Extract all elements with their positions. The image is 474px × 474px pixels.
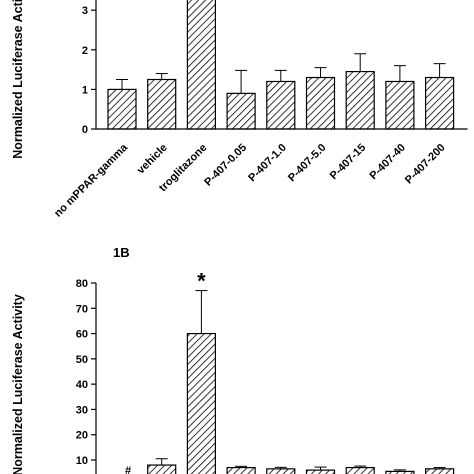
category-label: P-407-1.0 [246, 142, 289, 185]
chart-1b: 1B Normalized Luciferase Activity 10 20 30… [11, 245, 455, 474]
bar-vehicle [147, 78, 177, 130]
bar-p-407-5-0 [305, 76, 336, 130]
y-tick-label: 1 [82, 84, 88, 96]
chart-1a: Normalized Luciferase Activity 0 1 2 3 no m… [11, 0, 468, 220]
bar-1b-8 [425, 468, 455, 474]
y-tick-label: 40 [76, 379, 88, 391]
error-bars-1b [155, 290, 446, 472]
hash-marker: # [125, 465, 131, 474]
bar-p-407-15 [345, 70, 375, 130]
y-tick-label: 80 [76, 278, 88, 290]
bar-p-407-40 [385, 80, 415, 130]
bar-1b-6 [345, 466, 375, 474]
y-tick-label: 3 [82, 5, 88, 17]
bar-1b-5 [305, 469, 336, 474]
annotations-1b: #* [125, 269, 206, 474]
bar-1b-2 [186, 332, 216, 474]
category-label: no mPPAR-gamma [52, 141, 131, 220]
y-tick-label: 20 [76, 430, 88, 442]
y-tick-label: 2 [82, 45, 88, 57]
y-axis-ticks-1a: 0 1 2 3 [82, 5, 96, 136]
bar-p-407-200 [425, 76, 455, 130]
y-tick-label: 10 [76, 455, 88, 467]
category-label: P-407-15 [328, 142, 368, 182]
y-tick-label: 30 [76, 404, 88, 416]
bar-1b-4 [266, 468, 296, 474]
y-axis-ticks-1b: 10 20 30 40 50 60 70 80 [76, 278, 96, 467]
category-label: P-407-0.05 [202, 142, 249, 189]
y-axis-title-1b: Normalized Luciferase Activity [11, 294, 25, 474]
bar-no-mppar-gamma [107, 88, 137, 130]
category-label: P-407-5.0 [286, 142, 329, 185]
bars-1b [147, 332, 455, 474]
category-label: P-407-40 [368, 142, 408, 182]
significance-asterisk: * [197, 269, 206, 294]
bar-troglitazone [186, 0, 216, 130]
category-label: vehicle [135, 142, 170, 177]
y-tick-label: 0 [82, 124, 88, 136]
y-tick-label: 70 [76, 303, 88, 315]
bar-p-407-0-05 [226, 92, 256, 130]
y-tick-label: 50 [76, 354, 88, 366]
bars-1a [107, 0, 455, 130]
y-axis-title-1a: Normalized Luciferase Activity [11, 0, 25, 159]
bar-1b-3 [226, 466, 256, 474]
y-tick-label: 60 [76, 329, 88, 341]
bar-p-407-1-0 [266, 80, 296, 130]
error-bars-1a [116, 53, 446, 94]
panel-label-1b: 1B [113, 245, 130, 260]
category-label: P-407-200 [403, 142, 448, 187]
category-labels-1a: no mPPAR-gamma vehicletroglitazoneP-407-0… [52, 141, 448, 220]
bar-1b-1 [147, 464, 177, 474]
